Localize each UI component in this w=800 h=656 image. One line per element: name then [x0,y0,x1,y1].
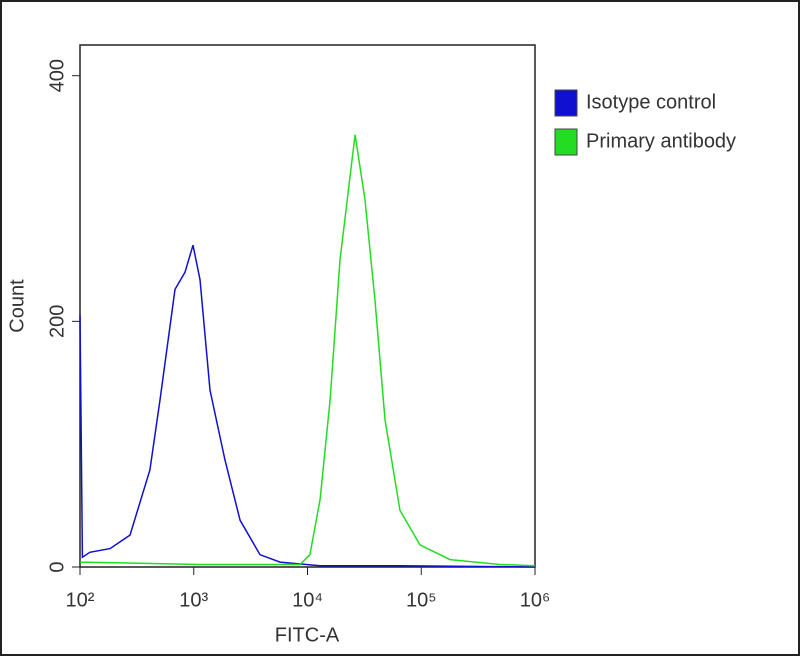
y-tick-label: 400 [46,59,68,92]
legend-swatch [554,89,578,117]
x-tick-label: 10⁵ [406,589,437,611]
series-line [79,244,536,568]
x-tick-label: 10⁶ [520,589,550,611]
plot-area [79,44,536,568]
y-tick-label: 0 [46,561,68,572]
series-line [79,134,536,567]
y-tick-label: 200 [46,305,68,338]
x-tick-label: 10³ [179,589,208,611]
legend-swatch [554,128,578,156]
legend-label: Isotype control [586,91,716,113]
x-tick-label: 10² [66,589,95,611]
y-axis-label: Count [6,279,28,333]
legend-label: Primary antibody [586,130,736,152]
x-axis-label: FITC-A [275,624,340,646]
x-tick-label: 10⁴ [292,589,323,611]
